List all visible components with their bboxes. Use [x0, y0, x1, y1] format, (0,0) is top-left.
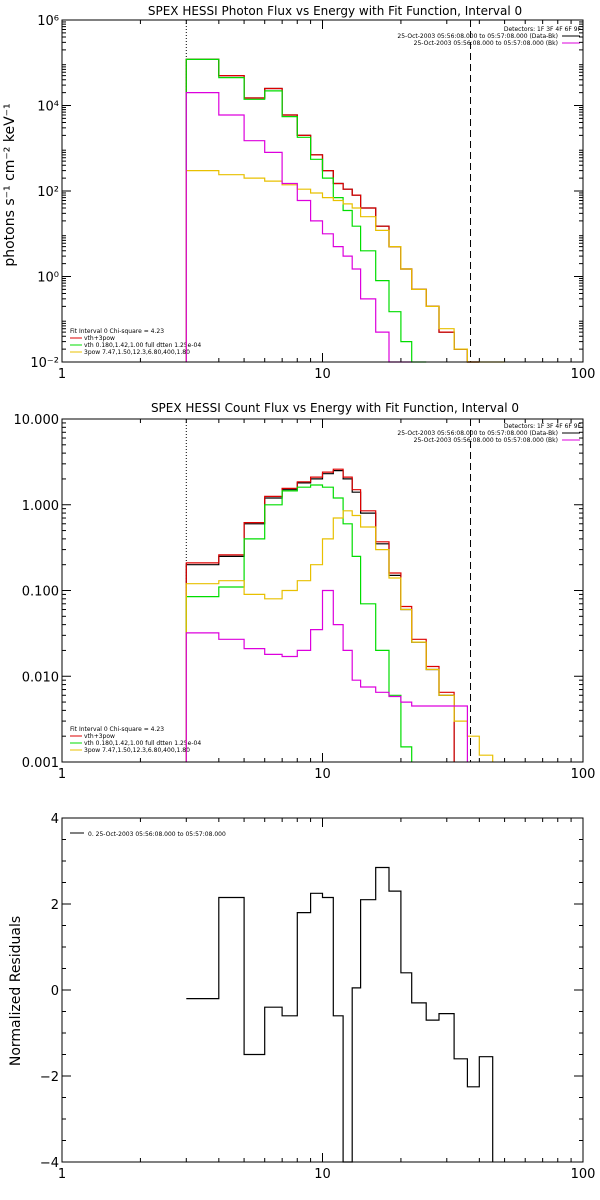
info-line: 25-Oct-2003 05:56:08.000 to 05:57:08.000… — [397, 33, 558, 40]
y-axis-label: Normalized Residuals — [8, 916, 24, 1066]
legend-entry: 0. 25-Oct-2003 05:56:08.000 to 05:57:08.… — [88, 831, 226, 838]
plot-frame — [61, 817, 584, 1163]
legend-entry: 3pow 7.47,1.50,12.3,6.80,400,1.80 — [84, 349, 190, 356]
legend-entry: Fit Interval 0 Chi-square = 4.23 — [70, 726, 164, 733]
y-tick-label: 0.100 — [22, 585, 59, 600]
y-tick-label: −2 — [40, 1070, 59, 1085]
legend-entry: vth 0.180,1.42,1.00 full dtten 1.25e-04 — [84, 342, 201, 349]
series-line — [185, 510, 494, 762]
x-tick-label: 1 — [58, 367, 66, 382]
count-flux-panel: SPEX HESSI Count Flux vs Energy with Fit… — [14, 401, 596, 782]
x-tick-label: 100 — [571, 767, 596, 782]
series-line — [185, 470, 455, 762]
x-tick-label: 10 — [314, 1167, 331, 1182]
y-tick-label: 0.001 — [22, 756, 59, 771]
series-line — [185, 58, 480, 363]
info-line: 25-Oct-2003 05:56:08.000 to 05:57:08.000… — [397, 430, 558, 437]
panel-title: SPEX HESSI Count Flux vs Energy with Fit… — [151, 401, 519, 415]
series-line — [185, 58, 427, 363]
y-tick-label: 10² — [37, 185, 59, 200]
x-tick-label: 1 — [58, 767, 66, 782]
legend-entry: vth 0.180,1.42,1.00 full dtten 1.25e-04 — [84, 740, 201, 747]
y-tick-label: 1.000 — [22, 499, 59, 514]
legend-entry: vth+3pow — [84, 733, 115, 740]
info-line: 25-Oct-2003 05:56:08.000 to 05:57:08.000… — [414, 40, 558, 47]
series-line — [185, 589, 468, 762]
residuals-panel: Normalized Residuals 0. 25-Oct-2003 05:5… — [8, 812, 595, 1182]
y-tick-label: 10⁶ — [37, 14, 59, 29]
plot-frame — [61, 19, 584, 363]
panel-title: SPEX HESSI Photon Flux vs Energy with Fi… — [148, 4, 522, 18]
series-line — [185, 92, 412, 363]
x-tick-label: 100 — [571, 1167, 596, 1182]
y-tick-label: 4 — [51, 812, 59, 827]
y-tick-label: 10⁴ — [37, 100, 59, 115]
x-tick-label: 10 — [314, 767, 331, 782]
y-axis-label: photons s⁻¹ cm⁻² keV⁻¹ — [2, 103, 18, 266]
x-tick-label: 100 — [571, 367, 596, 382]
y-tick-label: 10.000 — [14, 413, 60, 428]
series-line — [185, 484, 413, 762]
series-line — [185, 58, 480, 363]
info-line: Detectors: 1F 3F 4F 6F 9F — [504, 423, 582, 430]
x-tick-label: 10 — [314, 367, 331, 382]
photon-flux-panel: SPEX HESSI Photon Flux vs Energy with Fi… — [2, 4, 595, 382]
info-line: Detectors: 1F 3F 4F 6F 9F — [504, 26, 582, 33]
series-line — [186, 866, 494, 1163]
legend-entry: 3pow 7.47,1.50,12.3,6.80,400,1.80 — [84, 747, 190, 754]
series-line — [185, 170, 505, 363]
y-tick-label: 0.010 — [22, 670, 59, 685]
y-tick-label: 2 — [51, 898, 59, 913]
x-tick-label: 1 — [58, 1167, 66, 1182]
series-line — [185, 468, 455, 762]
plot-frame — [61, 418, 584, 763]
legend-entry: vth+3pow — [84, 335, 115, 342]
legend-entry: Fit Interval 0 Chi-square = 4.23 — [70, 328, 164, 335]
y-tick-label: −4 — [40, 1156, 59, 1171]
y-tick-label: 10⁰ — [37, 271, 59, 286]
y-tick-label: 0 — [51, 984, 59, 999]
info-line: 25-Oct-2003 05:56:08.000 to 05:57:08.000… — [414, 437, 558, 444]
y-tick-label: 10⁻² — [30, 356, 59, 371]
